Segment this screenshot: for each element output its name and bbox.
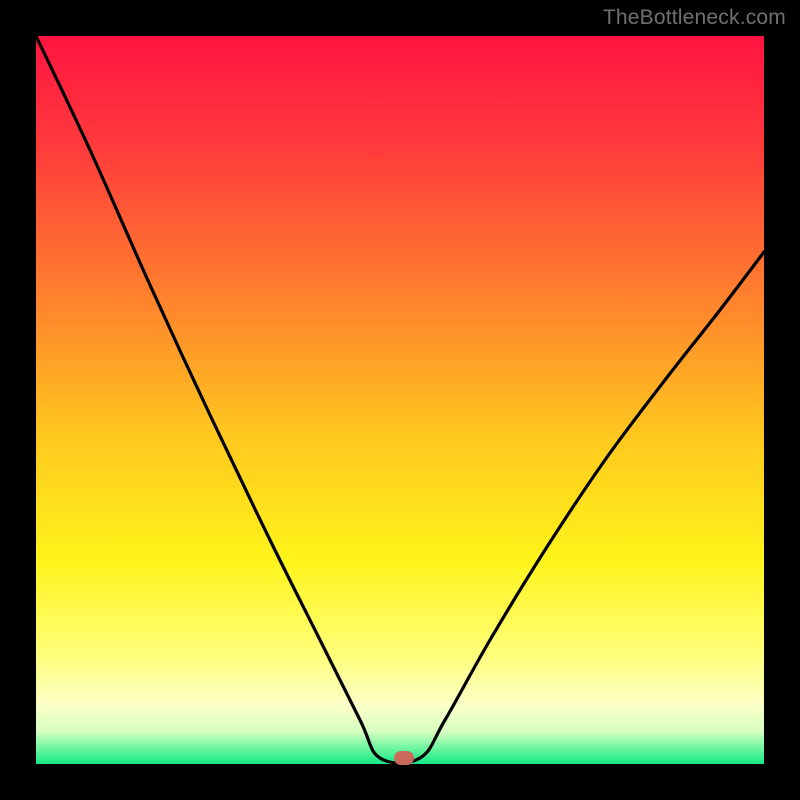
plot-area [36,36,764,764]
watermark-text: TheBottleneck.com [603,6,786,30]
optimal-point-marker [394,751,414,765]
bottleneck-chart-svg [0,0,800,800]
chart-container: TheBottleneck.com [0,0,800,800]
